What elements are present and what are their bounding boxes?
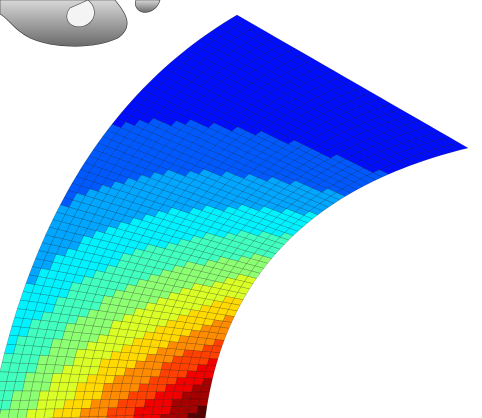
contour-mesh — [0, 15, 468, 418]
mesh-cell — [162, 399, 172, 407]
mesh-cell — [0, 363, 11, 373]
mesh-cell — [179, 406, 189, 414]
mesh-cell — [190, 392, 200, 399]
page: (() => { const svg = document.getElement… — [0, 0, 482, 418]
mesh-cell — [89, 408, 99, 417]
mesh-cell — [153, 399, 163, 407]
mesh-cell — [180, 399, 190, 406]
mesh-cell — [98, 408, 108, 417]
mesh-cell — [152, 407, 162, 415]
mesh-cell — [161, 407, 171, 415]
mesh-cell — [117, 400, 127, 408]
mesh-cell — [202, 378, 212, 385]
mesh-cell — [174, 385, 184, 392]
mesh-cell — [178, 414, 188, 418]
mesh-cell — [201, 385, 211, 392]
mesh-cell — [164, 392, 174, 399]
mesh-cell — [171, 399, 181, 407]
mesh-cell — [199, 392, 209, 399]
mesh-cell — [165, 384, 175, 391]
mesh-cell — [0, 410, 10, 418]
mesh-cell — [198, 399, 208, 406]
mesh-cell — [188, 406, 198, 414]
mesh-cell — [135, 399, 145, 407]
mesh-cell — [170, 406, 180, 414]
mesh-cell — [151, 414, 161, 418]
mesh-cell — [160, 414, 170, 418]
mesh-cell — [80, 408, 91, 417]
mesh-cell — [125, 407, 135, 415]
mesh-cell — [144, 399, 154, 407]
mesh-cell — [192, 385, 202, 392]
mesh-cell — [134, 407, 144, 415]
shell-shape — [135, 0, 160, 12]
mesh-cell — [172, 392, 182, 399]
mesh-cell — [183, 385, 193, 392]
mesh-cell — [137, 392, 147, 400]
mesh-cell — [197, 406, 207, 413]
mesh-cell — [143, 407, 153, 415]
mesh-cell — [187, 413, 197, 418]
mesh-cell — [181, 392, 191, 399]
mesh-cell — [126, 399, 136, 407]
shell-renders — [0, 0, 160, 46]
mesh-cell — [155, 392, 165, 400]
mesh-cell — [108, 400, 119, 408]
shell-shape — [0, 0, 127, 46]
mesh-cell — [146, 392, 156, 400]
mesh-cell — [189, 399, 199, 406]
mesh-cell — [90, 400, 101, 409]
mesh-cell — [107, 408, 117, 417]
mesh-cell — [196, 413, 206, 418]
mesh-cell — [169, 414, 179, 418]
mesh-cell — [116, 408, 126, 416]
render-view — [0, 0, 482, 418]
